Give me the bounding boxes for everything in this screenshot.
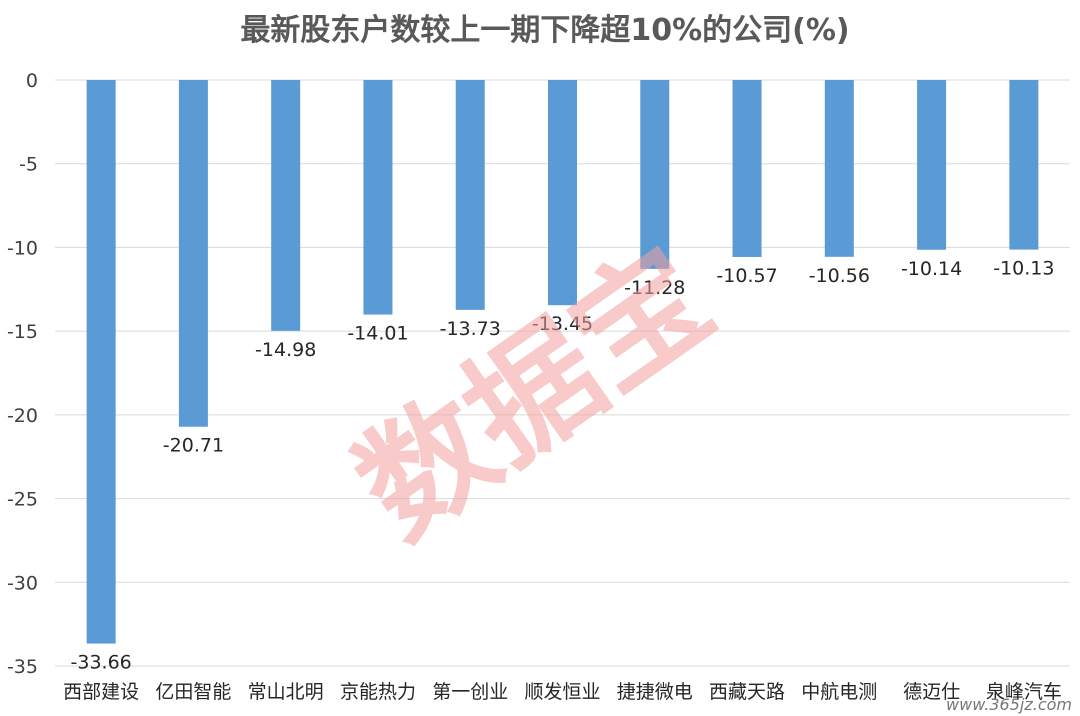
y-tick-label: -35 <box>7 656 38 678</box>
bar <box>917 80 947 250</box>
data-label: -10.57 <box>716 265 777 287</box>
y-tick-label: -20 <box>7 405 38 427</box>
data-label: -13.73 <box>440 318 501 340</box>
chart-title: 最新股东户数较上一期下降超10%的公司(%) <box>240 13 849 48</box>
data-label: -14.01 <box>347 323 408 345</box>
category-label: 常山北明 <box>248 681 324 703</box>
category-label: 亿田智能 <box>155 681 231 703</box>
data-label: -13.45 <box>532 313 593 335</box>
data-label: -33.66 <box>71 652 132 674</box>
bar <box>824 80 854 257</box>
category-label: 西藏天路 <box>709 681 785 703</box>
bar <box>1009 80 1039 250</box>
category-label: 京能热力 <box>340 681 416 703</box>
bar <box>548 80 577 306</box>
category-label: 中航电测 <box>801 681 877 703</box>
y-tick-label: 0 <box>26 70 38 92</box>
data-label: -10.13 <box>993 258 1054 280</box>
y-tick-label: -15 <box>7 321 38 343</box>
bar <box>640 80 670 269</box>
bars <box>86 80 1039 644</box>
category-label: 泉峰汽车 <box>986 681 1062 703</box>
data-label: -20.71 <box>163 435 224 457</box>
category-label: 德迈仕 <box>903 681 960 703</box>
bar <box>271 80 301 331</box>
y-tick-label: -10 <box>7 237 38 259</box>
category-label: 顺发恒业 <box>524 681 600 703</box>
data-label: -10.14 <box>901 258 962 280</box>
y-tick-label: -30 <box>7 572 38 594</box>
bar <box>363 80 393 315</box>
bar <box>732 80 762 257</box>
y-tick-label: -25 <box>7 489 38 511</box>
data-labels: -33.66 -20.71 -14.98 -14.01 -13.73 -13.45 -11.… <box>71 258 1055 674</box>
category-label: 第一创业 <box>432 681 508 703</box>
bar <box>455 80 485 310</box>
data-label: -10.56 <box>809 265 870 287</box>
y-axis-ticks: 0 -5 -10 -15 -20 -25 -30 -35 <box>7 70 38 678</box>
y-tick-label: -5 <box>19 154 38 176</box>
data-label: -14.98 <box>255 339 316 361</box>
category-label: 西部建设 <box>63 681 139 703</box>
bar <box>178 80 208 427</box>
site-mark: www.365jz.com <box>946 695 1072 714</box>
category-label: 捷捷微电 <box>617 681 693 703</box>
bar <box>86 80 116 644</box>
data-label: -11.28 <box>624 277 685 299</box>
category-labels: 西部建设 亿田智能 常山北明 京能热力 第一创业 顺发恒业 捷捷微电 西藏天路 中航电测 德迈仕 泉… <box>63 681 1062 703</box>
